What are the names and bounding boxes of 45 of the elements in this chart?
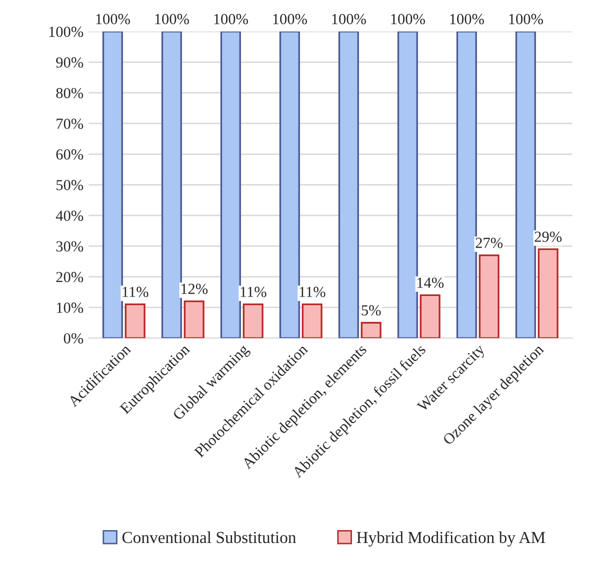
data-label: 100%: [332, 14, 366, 24]
bar: [420, 294, 440, 338]
bar: [456, 32, 477, 338]
bar: [161, 32, 182, 338]
bar: [360, 322, 382, 338]
data-label: 5%: [362, 305, 381, 316]
bar: [279, 32, 300, 338]
bar: [102, 32, 123, 338]
y-tick-label: 90%: [56, 57, 84, 68]
data-label: 11%: [122, 286, 148, 298]
y-tick-label: 20%: [56, 272, 84, 282]
bar: [478, 254, 500, 338]
bar: [397, 32, 418, 338]
data-label: 100%: [214, 14, 248, 24]
bar: [242, 304, 264, 338]
y-tick-label: 80%: [56, 88, 84, 98]
legend-label: Hybrid Modification by AM: [356, 531, 546, 547]
y-tick-label: 50%: [56, 180, 84, 190]
bar: [338, 32, 359, 338]
bar: [302, 304, 322, 338]
y-tick-label: 30%: [56, 241, 84, 252]
y-tick-label: 100%: [49, 26, 84, 38]
data-label: 14%: [417, 278, 444, 288]
bar: [515, 32, 536, 338]
data-label: 100%: [96, 14, 130, 24]
data-label: 100%: [273, 14, 307, 24]
data-label: 11%: [300, 286, 326, 298]
legend-label: Conventional Substitution: [122, 531, 296, 544]
data-label: 100%: [450, 14, 484, 24]
data-label: 11%: [240, 286, 266, 298]
data-label: 29%: [534, 232, 562, 242]
data-label: 12%: [181, 284, 208, 294]
y-tick-label: 10%: [56, 302, 84, 313]
bar: [538, 248, 558, 338]
data-label: 100%: [155, 14, 189, 24]
data-label: 100%: [391, 14, 425, 24]
y-tick-label: 0%: [64, 333, 84, 344]
data-label: 100%: [509, 14, 543, 24]
data-label: 27%: [476, 238, 503, 248]
bar: [124, 304, 146, 338]
y-tick-label: 40%: [56, 210, 84, 221]
y-tick-label: 70%: [56, 118, 84, 129]
y-tick-label: 60%: [56, 149, 84, 160]
bar: [184, 300, 204, 338]
bar: [220, 32, 241, 338]
